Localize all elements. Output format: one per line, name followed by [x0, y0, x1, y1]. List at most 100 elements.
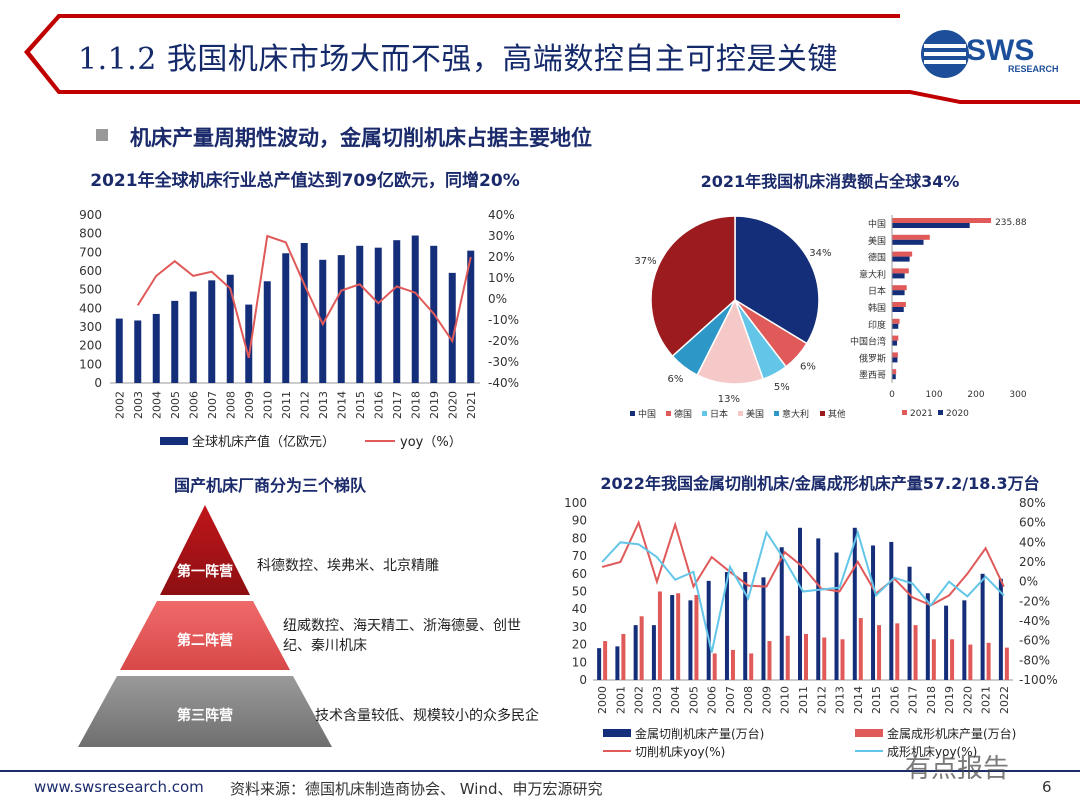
- hbar-2020: [892, 239, 924, 245]
- tier-pyramid: 第一阵营 第二阵营 第三阵营: [78, 505, 332, 747]
- forming-bar: [712, 653, 717, 680]
- y2-tick-label: -60%: [1019, 634, 1050, 648]
- x-tick-label: 2014: [335, 391, 348, 419]
- pie-slice-label: 34%: [809, 248, 831, 259]
- y-tick-label: 70: [572, 549, 587, 563]
- output-bar: [208, 280, 216, 383]
- y-tick-label: 40: [572, 602, 587, 616]
- x-tick-label: 2000: [596, 686, 609, 714]
- bullet-icon: [96, 129, 108, 141]
- pie-slice-label: 5%: [774, 382, 790, 393]
- output-bar: [134, 320, 142, 383]
- hbar-category-label: 中国: [868, 218, 886, 230]
- logo-text: SWS: [966, 34, 1035, 67]
- y-tick-label: 700: [79, 245, 102, 259]
- output-bar: [115, 318, 123, 383]
- cutting-bar: [998, 578, 1003, 680]
- hbar-x-tick: 0: [889, 390, 895, 400]
- forming-bar: [840, 639, 845, 680]
- china-production-chart: 0 10 20 30 40 50 60 70 80 90 100 -100% -80% -60% -40% -…: [564, 496, 1058, 759]
- x-tick-label: 2005: [169, 391, 182, 419]
- y2-tick-label: -40%: [1019, 614, 1050, 628]
- footer-url[interactable]: www.swsresearch.com: [34, 778, 204, 796]
- cutting-bar: [761, 577, 766, 680]
- x-tick-label: 2015: [354, 391, 367, 419]
- x-tick-label: 2013: [834, 686, 847, 714]
- x-tick-label: 2002: [113, 391, 126, 419]
- hbar-2021: [892, 251, 913, 257]
- cutting-bar: [889, 541, 894, 680]
- pie-legend-swatch: [820, 411, 825, 416]
- pie-legend-label: 意大利: [782, 408, 809, 420]
- forming-bar: [676, 593, 681, 680]
- x-tick-label: 2011: [797, 686, 810, 714]
- hbar-category-label: 意大利: [859, 268, 886, 280]
- hbar-category-label: 美国: [868, 235, 886, 247]
- x-tick-label: 2010: [779, 686, 792, 714]
- pie-slice-label: 6%: [800, 361, 816, 372]
- x-tick-label: 2001: [614, 686, 627, 714]
- forming-bar: [950, 639, 955, 680]
- y-tick-label: 30: [572, 620, 587, 634]
- y2-tick-label: 20%: [488, 250, 515, 264]
- x-tick-label: 2018: [925, 686, 938, 714]
- y-tick-label: 900: [79, 208, 102, 222]
- cutting-bar: [798, 527, 802, 680]
- output-bar: [356, 245, 364, 383]
- pie-legend-label: 美国: [746, 408, 764, 420]
- cutting-bar: [597, 648, 602, 680]
- forming-bar: [621, 633, 626, 680]
- pie-legend-swatch: [666, 411, 671, 416]
- output-bar: [319, 259, 327, 383]
- hbar-2021: [892, 302, 906, 307]
- tiers-title: 国产机床厂商分为三个梯队: [173, 476, 366, 495]
- y2-tick-label: -20%: [1019, 594, 1050, 608]
- y2-tick-label: -30%: [488, 355, 519, 369]
- x-tick-label: 2003: [651, 686, 664, 714]
- cutting-bar: [615, 646, 620, 680]
- cutting-bar: [724, 572, 729, 680]
- footer-source: 资料来源：德国机床制造商协会、 Wind、申万宏源研究: [230, 780, 603, 798]
- x-tick-label: 2018: [409, 391, 422, 419]
- hbar-2020: [892, 323, 899, 329]
- pie-legend-swatch: [774, 411, 779, 416]
- x-tick-label: 2017: [907, 686, 920, 714]
- hbar-category-label: 中国台湾: [850, 336, 886, 348]
- hbar-category-label: 俄罗斯: [859, 352, 886, 364]
- y2-tick-label: 40%: [1019, 535, 1046, 549]
- hbar-2021: [892, 369, 897, 375]
- output-bar: [337, 255, 345, 383]
- y-tick-label: 20: [572, 638, 587, 652]
- cutting-yoy-line: [601, 519, 1005, 607]
- legend-forming-yoy-label: 成形机床yoy(%): [887, 745, 977, 759]
- pie-slice: [734, 215, 820, 345]
- x-tick-label: 2013: [317, 391, 330, 419]
- x-tick-label: 2019: [943, 686, 956, 714]
- hbar-category-label: 日本: [868, 285, 886, 297]
- output-bar: [282, 253, 290, 383]
- forming-bar: [968, 644, 973, 680]
- hbar-2020: [892, 307, 904, 312]
- cutting-bar: [907, 566, 912, 680]
- y2-tick-label: 0%: [1019, 575, 1038, 589]
- output-bar: [393, 240, 401, 383]
- hbar-2020: [892, 273, 905, 279]
- tier1-shape: [160, 505, 250, 595]
- tier3-shape: [78, 676, 332, 747]
- yoy-line: [136, 234, 472, 359]
- forming-bar: [986, 642, 991, 680]
- cutting-bar: [688, 600, 693, 680]
- y-tick-label: 0: [579, 673, 587, 687]
- cutting-bar: [980, 573, 985, 680]
- header-decoration: [24, 14, 1080, 104]
- output-bar: [152, 313, 160, 383]
- x-tick-label: 2021: [980, 686, 993, 714]
- forming-bar: [804, 633, 808, 680]
- forming-bar: [1004, 647, 1009, 680]
- x-tick-label: 2008: [224, 391, 237, 419]
- cutting-bar: [816, 538, 821, 680]
- cutting-bar: [670, 595, 675, 680]
- forming-bar: [931, 639, 936, 680]
- x-tick-label: 2016: [372, 391, 385, 419]
